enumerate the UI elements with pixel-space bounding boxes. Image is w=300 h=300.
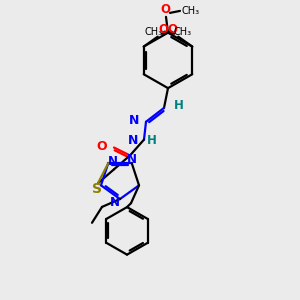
Text: N: N <box>110 196 120 209</box>
Text: O: O <box>160 3 170 16</box>
Text: N: N <box>128 134 138 147</box>
Text: CH₃: CH₃ <box>144 27 162 37</box>
Text: S: S <box>92 182 102 196</box>
Text: CH₃: CH₃ <box>174 27 192 37</box>
Text: N: N <box>127 153 137 166</box>
Text: H: H <box>174 100 184 112</box>
Text: CH₃: CH₃ <box>182 6 200 16</box>
Text: N: N <box>129 114 139 127</box>
Text: O: O <box>159 23 169 36</box>
Text: N: N <box>108 155 118 168</box>
Text: H: H <box>147 134 157 147</box>
Text: O: O <box>96 140 107 153</box>
Text: O: O <box>167 23 177 36</box>
